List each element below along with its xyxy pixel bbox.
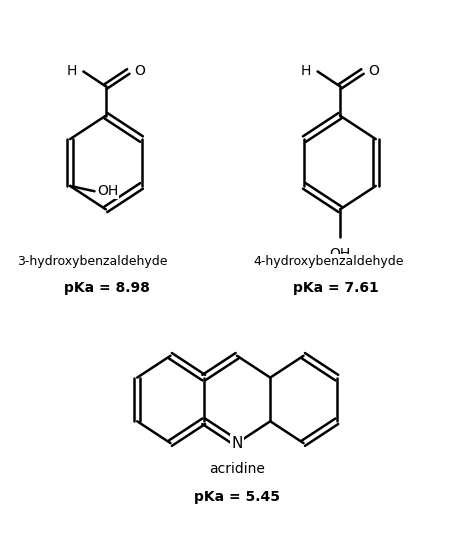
Text: acridine: acridine bbox=[209, 462, 265, 476]
Text: O: O bbox=[369, 65, 380, 79]
Text: pKa = 5.45: pKa = 5.45 bbox=[194, 490, 280, 504]
Text: O: O bbox=[135, 65, 146, 79]
Text: H: H bbox=[67, 65, 77, 79]
Text: OH: OH bbox=[329, 246, 351, 260]
Text: OH: OH bbox=[97, 184, 118, 199]
Text: 4-hydroxybenzaldehyde: 4-hydroxybenzaldehyde bbox=[254, 254, 404, 267]
Text: N: N bbox=[231, 436, 243, 451]
Text: H: H bbox=[301, 65, 311, 79]
Text: 3-hydroxybenzaldehyde: 3-hydroxybenzaldehyde bbox=[17, 254, 167, 267]
Text: pKa = 8.98: pKa = 8.98 bbox=[64, 281, 150, 295]
Text: pKa = 7.61: pKa = 7.61 bbox=[293, 281, 379, 295]
